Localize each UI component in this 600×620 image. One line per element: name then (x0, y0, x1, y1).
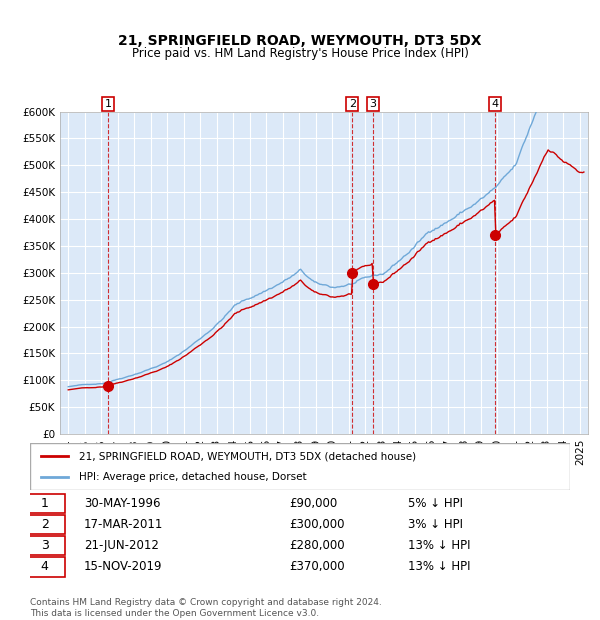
Text: HPI: Average price, detached house, Dorset: HPI: Average price, detached house, Dors… (79, 472, 306, 482)
FancyBboxPatch shape (25, 557, 65, 577)
Text: 4: 4 (491, 99, 499, 109)
Text: 2: 2 (41, 518, 49, 531)
Text: £370,000: £370,000 (289, 560, 345, 574)
FancyBboxPatch shape (25, 536, 65, 556)
Text: This data is licensed under the Open Government Licence v3.0.: This data is licensed under the Open Gov… (30, 609, 319, 618)
Text: 21, SPRINGFIELD ROAD, WEYMOUTH, DT3 5DX: 21, SPRINGFIELD ROAD, WEYMOUTH, DT3 5DX (118, 34, 482, 48)
Text: 2: 2 (349, 99, 356, 109)
Text: 15-NOV-2019: 15-NOV-2019 (84, 560, 163, 574)
FancyBboxPatch shape (25, 494, 65, 513)
Text: £280,000: £280,000 (289, 539, 345, 552)
Text: 21, SPRINGFIELD ROAD, WEYMOUTH, DT3 5DX (detached house): 21, SPRINGFIELD ROAD, WEYMOUTH, DT3 5DX … (79, 451, 416, 461)
Text: £90,000: £90,000 (289, 497, 337, 510)
Text: 4: 4 (41, 560, 49, 574)
Text: 3: 3 (370, 99, 377, 109)
Text: £300,000: £300,000 (289, 518, 344, 531)
Text: Contains HM Land Registry data © Crown copyright and database right 2024.: Contains HM Land Registry data © Crown c… (30, 598, 382, 608)
Text: 30-MAY-1996: 30-MAY-1996 (84, 497, 161, 510)
FancyBboxPatch shape (30, 443, 570, 490)
Text: 1: 1 (41, 497, 49, 510)
Text: 5% ↓ HPI: 5% ↓ HPI (408, 497, 463, 510)
Text: 1: 1 (104, 99, 112, 109)
Text: 13% ↓ HPI: 13% ↓ HPI (408, 560, 470, 574)
Text: Price paid vs. HM Land Registry's House Price Index (HPI): Price paid vs. HM Land Registry's House … (131, 46, 469, 60)
Text: 13% ↓ HPI: 13% ↓ HPI (408, 539, 470, 552)
Text: 21-JUN-2012: 21-JUN-2012 (84, 539, 159, 552)
Text: 3% ↓ HPI: 3% ↓ HPI (408, 518, 463, 531)
FancyBboxPatch shape (25, 515, 65, 534)
Text: 17-MAR-2011: 17-MAR-2011 (84, 518, 163, 531)
Text: 3: 3 (41, 539, 49, 552)
